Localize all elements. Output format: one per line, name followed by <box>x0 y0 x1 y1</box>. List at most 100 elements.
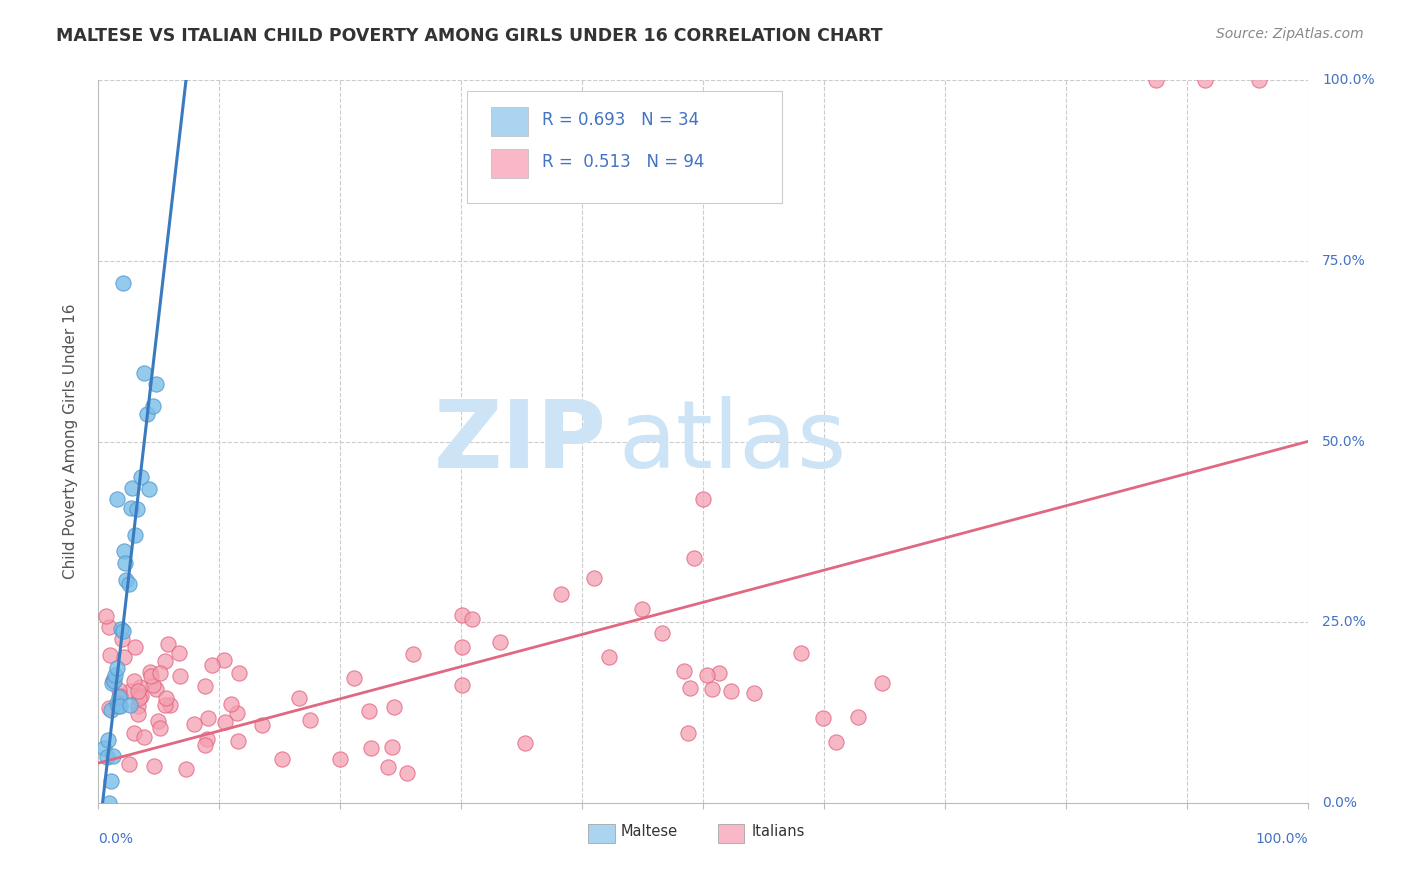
Point <box>127 683 149 698</box>
Point <box>451 607 474 622</box>
Point <box>145 376 167 391</box>
Point <box>299 714 322 728</box>
Point <box>228 666 250 681</box>
Point <box>744 686 766 700</box>
Point <box>598 649 620 664</box>
Point <box>195 731 218 746</box>
Point <box>105 696 128 710</box>
Point <box>225 706 247 720</box>
Point <box>128 690 150 705</box>
Point <box>451 678 474 692</box>
Point <box>343 671 366 685</box>
Point <box>105 661 128 675</box>
Point <box>138 482 160 496</box>
Point <box>122 725 145 739</box>
Point <box>100 676 122 690</box>
Point <box>357 704 380 718</box>
Point <box>98 620 121 634</box>
Point <box>870 676 893 690</box>
Point <box>103 673 125 688</box>
Point <box>97 701 120 715</box>
Point <box>194 738 217 752</box>
Point <box>156 636 179 650</box>
Point <box>111 632 134 646</box>
Point <box>142 678 165 692</box>
Point <box>146 714 169 728</box>
Text: 100.0%: 100.0% <box>1322 73 1375 87</box>
Point <box>124 640 146 654</box>
Point <box>108 690 131 705</box>
Point <box>153 698 176 713</box>
Point <box>395 766 418 780</box>
Point <box>824 735 846 749</box>
Point <box>100 774 122 789</box>
Text: 75.0%: 75.0% <box>1322 254 1365 268</box>
Point <box>201 658 224 673</box>
Point <box>108 690 131 704</box>
Text: R = 0.693   N = 34: R = 0.693 N = 34 <box>543 111 699 129</box>
Text: atlas: atlas <box>619 395 846 488</box>
Point <box>101 748 124 763</box>
Point <box>197 711 219 725</box>
Text: Maltese: Maltese <box>621 824 678 839</box>
Point <box>682 551 704 566</box>
Point <box>114 556 136 570</box>
Point <box>360 741 382 756</box>
Point <box>129 681 152 695</box>
Point <box>270 752 292 766</box>
Text: 100.0%: 100.0% <box>1256 831 1308 846</box>
Point <box>107 698 129 713</box>
Point <box>103 673 125 687</box>
Point <box>159 698 181 712</box>
Point <box>226 734 249 748</box>
Text: MALTESE VS ITALIAN CHILD POVERTY AMONG GIRLS UNDER 16 CORRELATION CHART: MALTESE VS ITALIAN CHILD POVERTY AMONG G… <box>56 27 883 45</box>
Text: 0.0%: 0.0% <box>98 831 134 846</box>
Point <box>149 665 172 680</box>
Point <box>582 571 605 585</box>
Point <box>692 492 714 507</box>
Point <box>108 698 131 713</box>
Point <box>250 718 273 732</box>
Bar <box>492 107 527 136</box>
Point <box>139 669 162 683</box>
Point <box>631 602 654 616</box>
Point <box>214 653 236 667</box>
Point <box>696 668 718 682</box>
Point <box>676 726 699 740</box>
Point <box>134 367 156 381</box>
Point <box>105 492 128 507</box>
Point <box>700 682 723 697</box>
Point <box>124 528 146 542</box>
FancyBboxPatch shape <box>467 91 782 203</box>
Point <box>461 611 484 625</box>
Point <box>115 574 138 588</box>
Point <box>100 703 122 717</box>
Point <box>377 760 399 774</box>
Point <box>194 679 217 693</box>
Bar <box>717 824 744 843</box>
Point <box>129 689 152 703</box>
Point <box>122 674 145 689</box>
Point <box>143 759 166 773</box>
Point <box>111 276 134 290</box>
Text: 50.0%: 50.0% <box>1322 434 1365 449</box>
Point <box>790 646 813 660</box>
Point <box>134 730 156 744</box>
Point <box>104 667 127 681</box>
Point <box>707 665 730 680</box>
Point <box>329 751 352 765</box>
Text: Source: ZipAtlas.com: Source: ZipAtlas.com <box>1216 27 1364 41</box>
Text: R =  0.513   N = 94: R = 0.513 N = 94 <box>543 153 704 171</box>
Point <box>846 710 869 724</box>
Point <box>118 577 141 591</box>
Point <box>93 741 115 756</box>
Point <box>121 481 143 495</box>
Point <box>219 697 242 711</box>
Point <box>153 654 176 668</box>
Point <box>550 587 572 601</box>
Bar <box>492 149 527 178</box>
Point <box>167 646 190 660</box>
Point <box>98 796 121 810</box>
Point <box>214 714 236 729</box>
Point <box>111 624 134 639</box>
